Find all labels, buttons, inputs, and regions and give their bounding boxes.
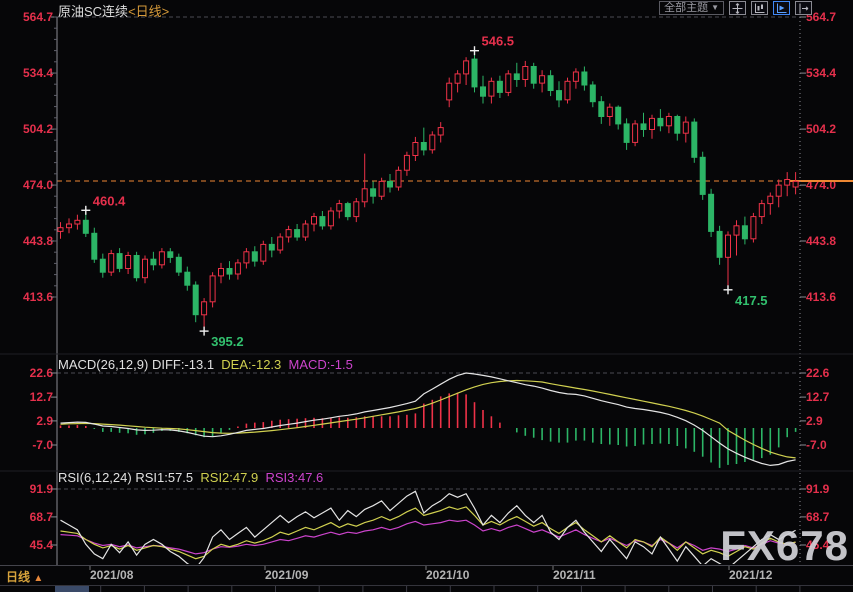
rsi-panel-header: RSI(6,12,24) RSI1:57.5 RSI2:47.9 RSI3:47…: [58, 470, 323, 485]
chart-toolbar: 全部主题 ▼: [659, 1, 812, 15]
instrument-title: 原油SC连续<日线>: [58, 1, 169, 20]
svg-text:417.5: 417.5: [735, 293, 768, 308]
pan-right-icon[interactable]: [795, 1, 812, 15]
macd-diff-value: DIFF:-13.1: [151, 357, 215, 372]
rsi-axis-label-right: 91.9: [806, 482, 830, 496]
price-axis-label-left: 534.4: [22, 66, 53, 81]
price-axis-label-right: 504.2: [806, 122, 837, 137]
rsi-indicator-name: RSI(6,12,24): [58, 470, 132, 485]
rsi-axis-label-right: 45.4: [806, 537, 830, 552]
macd-axis-label-right: -7.0: [806, 437, 827, 452]
macd-axis-label-left: -7.0: [32, 437, 53, 452]
scrollbar-thumb[interactable]: [55, 586, 89, 592]
period-selector[interactable]: 日线 ▲: [6, 568, 43, 585]
macd-dea-value: DEA:-12.3: [221, 357, 282, 372]
macd-indicator-name: MACD(26,12,9): [58, 357, 149, 372]
rsi1-value: RSI1:57.5: [135, 470, 194, 485]
macd-panel-header: MACD(26,12,9) DIFF:-13.1 DEA:-12.3 MACD:…: [58, 357, 353, 372]
macd-axis-label-right: 12.7: [806, 390, 830, 405]
rsi-axis-label-right: 68.7: [806, 509, 830, 524]
chevron-down-icon: ▼: [711, 3, 719, 12]
time-axis-label: 2021/12: [729, 568, 773, 582]
macd-axis-label-right: 22.6: [806, 366, 830, 380]
watermark: FX678: [720, 522, 849, 569]
price-axis-label-left: 474.0: [22, 178, 53, 193]
theme-dropdown-label: 全部主题: [664, 2, 709, 14]
theme-dropdown[interactable]: 全部主题 ▼: [659, 1, 724, 15]
price-axis-label-left: 443.8: [22, 234, 53, 249]
rsi-axis-label-left: 91.9: [29, 482, 53, 496]
time-axis-label: 2021/09: [265, 568, 309, 582]
macd-axis-label-left: 12.7: [29, 390, 53, 405]
price-axis-label-right: 534.4: [806, 66, 837, 81]
svg-text:395.2: 395.2: [211, 334, 244, 349]
price-axis-label-right: 443.8: [806, 234, 837, 249]
rsi2-value: RSI2:47.9: [200, 470, 259, 485]
triangle-up-icon: ▲: [33, 573, 44, 584]
price-axis-label-left: 413.6: [22, 290, 53, 304]
horizontal-scrollbar[interactable]: [0, 586, 853, 592]
time-axis: 2021/08 2021/09 2021/10 2021/11 2021/12: [0, 566, 853, 584]
period-tag: <日线>: [128, 4, 170, 19]
price-axis-label-right: 564.7: [806, 10, 837, 24]
macd-axis-label-left: 2.9: [36, 413, 53, 428]
time-axis-label: 2021/10: [426, 568, 470, 582]
price-axis-label-left: 504.2: [22, 122, 53, 137]
rsi-axis-label-left: 68.7: [29, 509, 53, 524]
rsi3-value: RSI3:47.6: [265, 470, 324, 485]
rsi-axis-label-left: 45.4: [29, 537, 53, 552]
period-selector-label: 日线: [6, 570, 31, 584]
instrument-name: 原油SC连续: [58, 4, 129, 19]
price-axis-label-right: 413.6: [806, 290, 837, 304]
time-axis-label: 2021/08: [90, 568, 134, 582]
time-axis-label: 2021/11: [553, 568, 596, 582]
price-axis-label-left: 564.7: [22, 10, 53, 24]
move-icon[interactable]: [729, 1, 746, 15]
svg-text:460.4: 460.4: [93, 193, 126, 208]
macd-axis-label-right: 2.9: [806, 413, 823, 428]
svg-text:546.5: 546.5: [482, 34, 515, 49]
axis-play-icon[interactable]: [773, 1, 790, 15]
axis-candle-icon[interactable]: [751, 1, 768, 15]
macd-axis-label-left: 22.6: [29, 366, 53, 380]
macd-macd-value: MACD:-1.5: [288, 357, 353, 372]
